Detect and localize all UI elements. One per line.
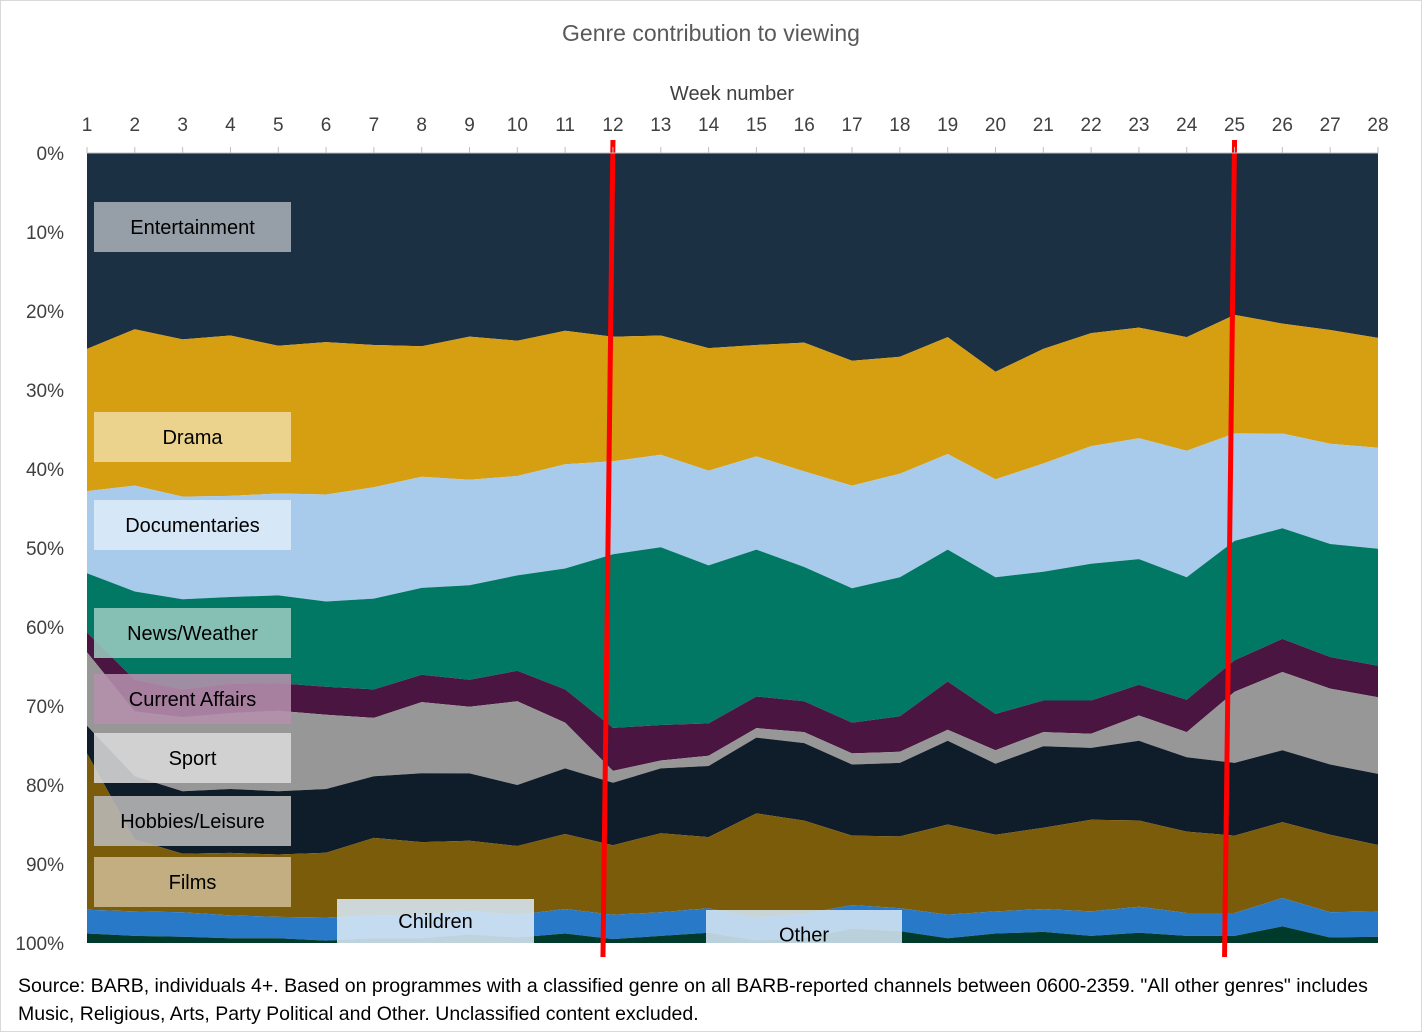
y-tick-label: 10% [26,223,64,244]
x-tick-label: 20 [985,115,1006,136]
band-label-box-drama [94,412,291,462]
x-tick-label: 16 [794,115,815,136]
x-tick-label: 24 [1176,115,1198,136]
x-tick-label: 21 [1033,115,1054,136]
x-tick-label: 2 [130,115,141,136]
band-label-documentaries: Documentaries [125,515,260,537]
x-tick-label: 11 [555,115,575,136]
area-sport [87,652,1378,792]
band-label-entertainment: Entertainment [130,217,255,239]
y-tick-label: 80% [26,776,64,797]
x-tick-label: 12 [602,115,623,136]
band-labels-group: Entertainment Drama Documentaries News/Weat… [94,202,902,947]
x-tick-label: 7 [369,115,380,136]
x-tick-label: 19 [937,115,958,136]
y-axis: 0% 10% 20% 30% 40% 50% 60% 70% 80% 90% 100% [15,144,64,955]
x-tick-label: 10 [507,115,528,136]
area-documentaries [87,433,1378,602]
area-films [87,753,1378,918]
y-tick-label: 60% [26,618,64,639]
x-tick-label: 14 [698,115,720,136]
x-tick-label: 23 [1128,115,1149,136]
band-label-box-current-affairs [94,674,291,724]
x-tick-label: 9 [464,115,475,136]
band-label-films: Films [169,872,217,894]
y-tick-label: 0% [37,144,65,165]
y-tick-label: 50% [26,539,64,560]
band-label-current-affairs: Current Affairs [129,689,256,711]
band-label-children: Children [398,911,472,933]
area-news-weather [87,528,1378,728]
x-tick-label: 28 [1367,115,1388,136]
y-tick-label: 100% [15,934,64,955]
x-tick-label: 5 [273,115,284,136]
x-axis-title: Week number [670,83,794,105]
band-label-box-news-weather [94,608,291,658]
x-tick-label: 15 [746,115,767,136]
band-label-box-other [706,910,902,943]
area-entertainment [87,153,1378,372]
y-tick-label: 20% [26,302,64,323]
area-drama [87,314,1378,497]
x-tick-label: 22 [1081,115,1102,136]
x-tick-label: 27 [1320,115,1341,136]
y-tick-label: 90% [26,855,64,876]
band-label-box-hobbies-leisure [94,796,291,846]
band-label-box-entertainment [94,202,291,252]
band-label-box-films [94,857,291,907]
x-tick-label: 17 [841,115,862,136]
x-tick-label: 18 [889,115,910,136]
area-hobbies-leisure [87,725,1378,855]
band-label-news-weather: News/Weather [127,623,258,645]
marker-line-week-25 [1222,139,1238,958]
y-tick-label: 40% [26,460,64,481]
y-tick-label: 30% [26,381,64,402]
y-tick-label: 70% [26,697,64,718]
x-tick-label: 1 [82,115,93,136]
band-label-hobbies-leisure: Hobbies/Leisure [120,811,265,833]
week-marker-lines [600,139,1238,958]
x-tick-label: 8 [416,115,427,136]
area-current-affairs [87,632,1378,771]
x-tick-label: 6 [321,115,332,136]
marker-line-week-12 [600,139,616,958]
x-tick-label: 3 [177,115,188,136]
x-axis: 1 2 3 4 5 6 7 8 9 10 11 12 13 14 15 16 17 18 19 20 21 22 23 24 2… [82,115,1389,154]
band-label-box-sport [94,733,291,783]
source-note: Source: BARB, individuals 4+. Based on p… [18,975,1368,1025]
chart-title: Genre contribution to viewing [562,20,860,46]
band-label-sport: Sport [169,748,217,770]
x-tick-label: 26 [1272,115,1293,136]
x-tick-label: 4 [225,115,236,136]
band-label-box-documentaries [94,500,291,550]
band-label-other: Other [779,925,829,947]
band-label-box-children [337,899,534,943]
x-tick-label: 25 [1224,115,1245,136]
band-label-drama: Drama [162,427,223,449]
x-tick-label: 13 [650,115,671,136]
